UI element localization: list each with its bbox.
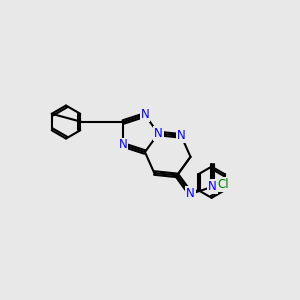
Text: N: N <box>154 127 163 140</box>
Text: Cl: Cl <box>217 178 229 191</box>
Text: N: N <box>119 139 128 152</box>
Text: N: N <box>177 129 186 142</box>
Text: N: N <box>141 109 149 122</box>
Text: N: N <box>208 180 217 193</box>
Text: N: N <box>186 188 195 200</box>
